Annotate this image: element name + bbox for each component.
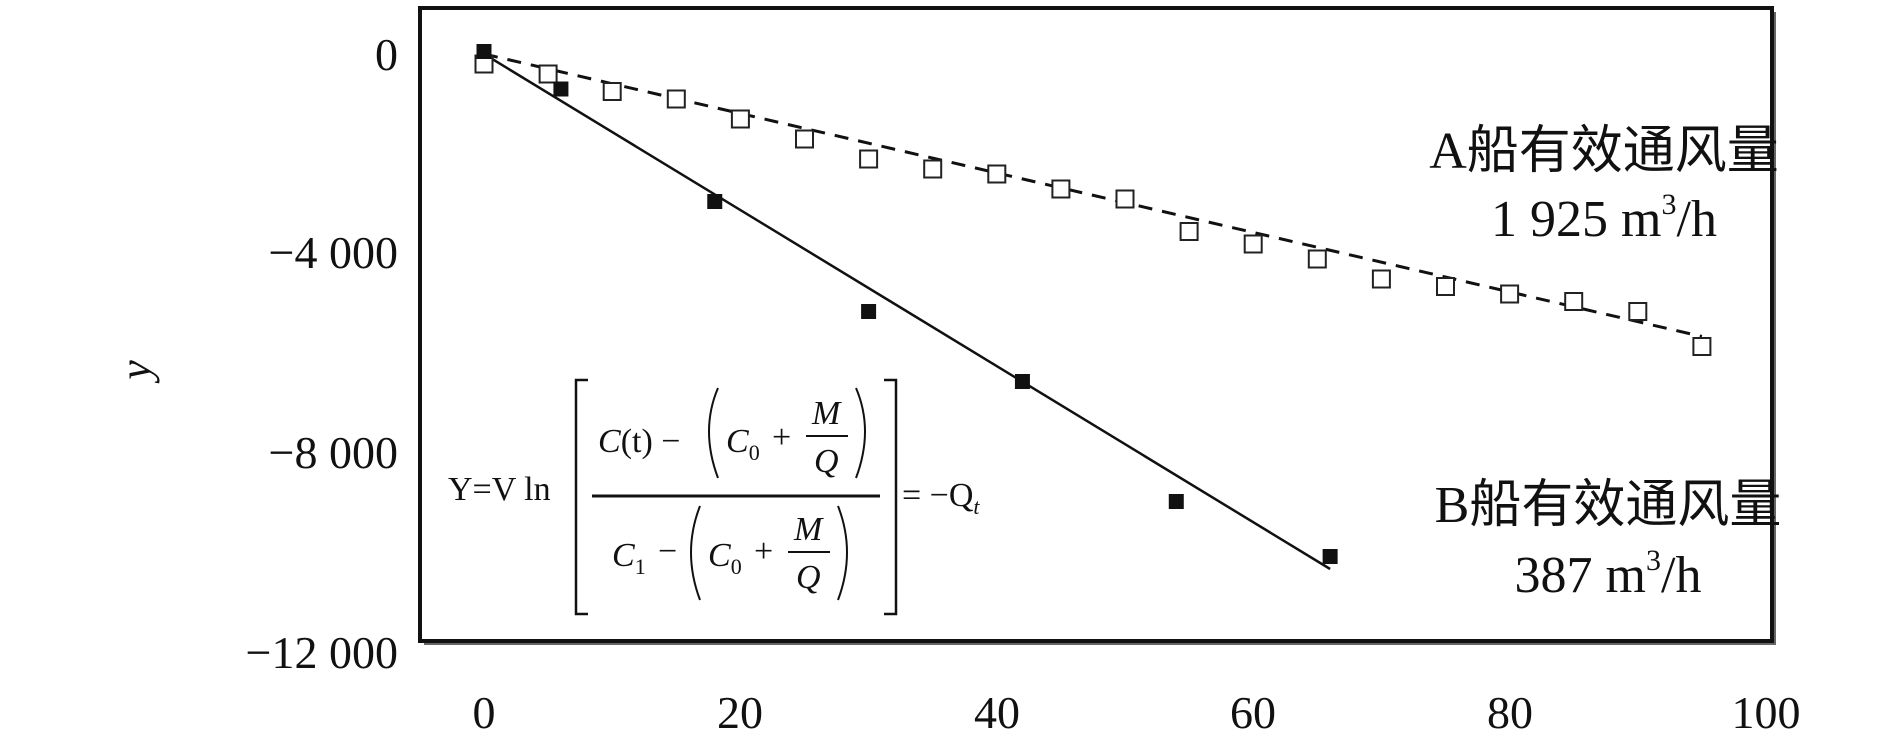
equation-numerator-C: C(t) − (598, 423, 680, 460)
series-b-point (553, 81, 569, 97)
series-a-point (987, 164, 1007, 184)
series-a-point (1243, 234, 1263, 254)
annotation-b-unit: /h (1661, 547, 1701, 604)
equation-num-plus: + (772, 419, 791, 456)
series-a-point (1179, 222, 1199, 241)
equation-den-C0: C0 (708, 537, 742, 579)
equation-den-M: M (793, 511, 824, 548)
x-tick-label: 80 (1487, 687, 1533, 735)
equation-rhs-sub: t (973, 494, 980, 519)
equation-num-C0: C0 (726, 423, 760, 465)
equation-rhs: = −Qt (902, 477, 980, 519)
x-tick-label: 40 (974, 687, 1020, 735)
equation: Y=V ln C(t) − C0 + M Q C1 − C0 + M Q = −… (448, 378, 980, 616)
annotation-a-unit: /h (1677, 191, 1717, 248)
series-a-point (1051, 179, 1071, 199)
annotation-b-value: 387 m (1515, 547, 1646, 604)
equation-lhs: Y=V ln (448, 471, 551, 508)
series-a-point (1500, 284, 1520, 304)
equation-sub-1: 1 (635, 554, 646, 579)
series-a-point (859, 149, 879, 169)
y-tick-label: −12 000 (246, 627, 398, 678)
series-a-fit-line (483, 52, 1703, 338)
series-a-point (923, 159, 943, 179)
annotation-a-value: 1 925 m (1491, 191, 1661, 248)
series-a-point (1692, 337, 1712, 356)
series-b-point (1014, 374, 1030, 389)
series-b-fit-line (483, 52, 1331, 571)
series-a-point (1115, 189, 1135, 209)
equation-den-C1: C1 (612, 537, 646, 579)
series-a-point (1628, 302, 1648, 321)
series-a-point (1436, 277, 1455, 296)
y-axis-tick-labels: 0 −4 000 −8 000 −12 000 (246, 29, 398, 678)
x-tick-label: 60 (1230, 687, 1276, 735)
y-tick-label: −4 000 (269, 227, 398, 278)
series-b-point (1322, 549, 1338, 564)
equation-den-minus: − (658, 533, 677, 570)
annotation-b-superscript: 3 (1646, 544, 1661, 577)
series-a-point (1564, 292, 1584, 311)
equation-den-right-paren (837, 505, 848, 601)
y-axis-label: y (111, 360, 160, 384)
plot-frame (418, 6, 1774, 643)
equation-sub-0: 0 (749, 440, 760, 465)
series-a-point (795, 129, 814, 149)
series-b-point (1168, 494, 1184, 509)
series-b-point (861, 304, 877, 319)
series-a-point (730, 109, 750, 129)
series-a-point (666, 89, 686, 109)
equation-num-M: M (811, 395, 842, 432)
series-a-point (602, 82, 622, 101)
equation-right-bracket (884, 378, 898, 616)
equation-sub-0: 0 (731, 554, 742, 579)
equation-t-minus: (t) − (621, 423, 681, 460)
annotation-b-flow: 387 m3/h (1515, 544, 1702, 604)
equation-den-plus: + (754, 533, 773, 570)
equation-num-Q: Q (814, 443, 839, 480)
x-tick-label: 0 (473, 687, 496, 735)
series-b-point (476, 44, 492, 59)
x-tick-label: 20 (717, 687, 763, 735)
equation-var-C: C (708, 537, 731, 574)
annotation-b: B船有效通风量 387 m3/h (1435, 477, 1782, 604)
equation-var-C: C (598, 423, 621, 460)
annotation-a-superscript: 3 (1662, 188, 1677, 221)
x-axis-tick-labels: 0 20 40 60 80 100 (473, 687, 1801, 735)
x-tick-label: 100 (1732, 687, 1801, 735)
data-markers (474, 44, 1712, 564)
annotation-a-flow: 1 925 m3/h (1491, 188, 1717, 248)
equation-rhs-text: = −Q (902, 477, 973, 514)
equation-den-left-paren (690, 505, 701, 601)
annotation-b-title: B船有效通风量 (1435, 477, 1782, 534)
equation-var-C: C (612, 537, 635, 574)
annotation-a: A船有效通风量 1 925 m3/h (1429, 123, 1779, 248)
equation-num-left-paren (708, 387, 719, 479)
series-b-point (707, 194, 723, 209)
series-a-point (1307, 249, 1327, 269)
y-tick-label: −8 000 (269, 427, 398, 478)
fit-lines (483, 52, 1703, 571)
y-tick-label: 0 (375, 29, 398, 80)
equation-den-Q: Q (796, 559, 821, 596)
equation-num-right-paren (855, 387, 866, 479)
series-a-point (1371, 269, 1391, 289)
equation-var-C: C (726, 423, 749, 460)
series-a-point (538, 64, 558, 84)
annotation-a-title: A船有效通风量 (1429, 123, 1779, 180)
equation-left-bracket (574, 378, 588, 616)
